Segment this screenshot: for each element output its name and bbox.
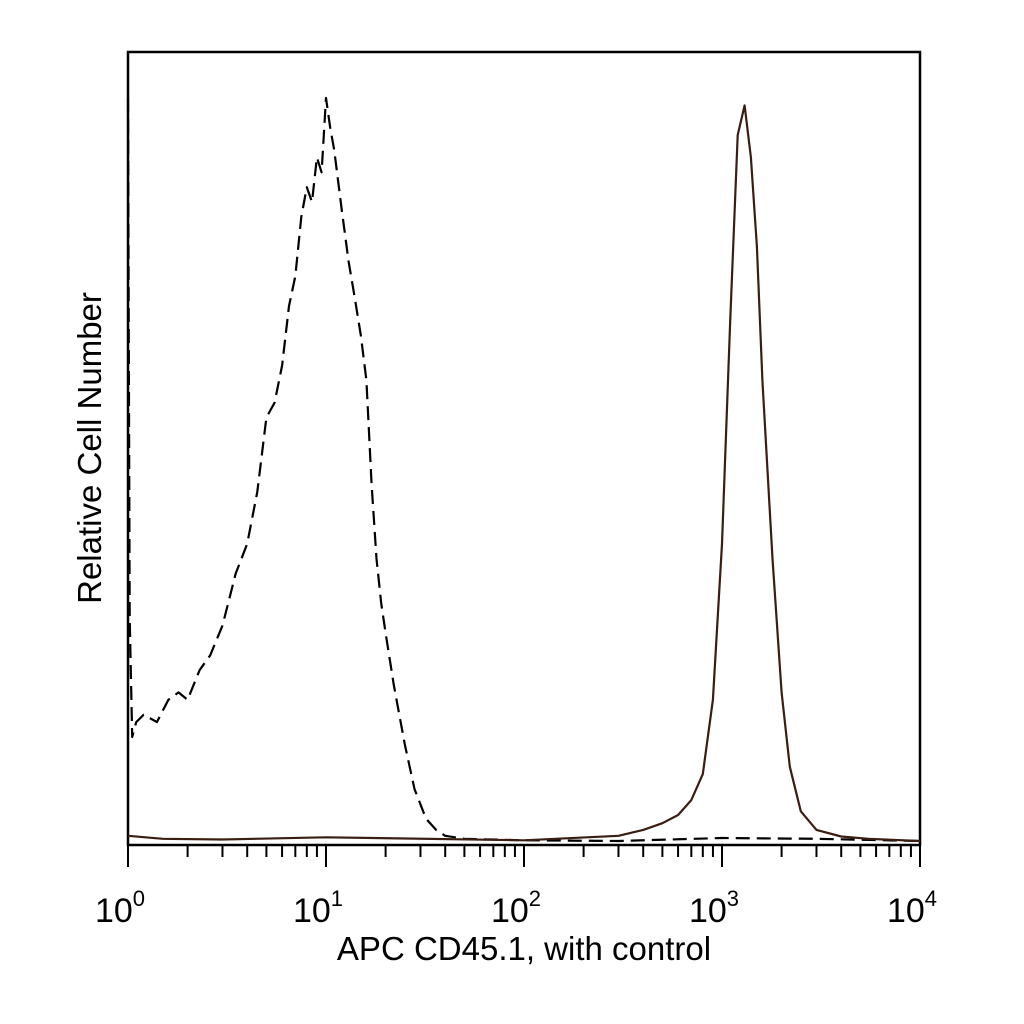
series-layer: [126, 96, 921, 843]
plot-frame: [126, 50, 922, 847]
x-tick-label: 102: [491, 886, 541, 930]
x-tick-label: 104: [887, 886, 937, 930]
control-histogram-line: [126, 96, 921, 843]
y-axis-title: Relative Cell Number: [71, 292, 108, 604]
x-tick-label: 100: [95, 886, 145, 930]
x-axis-ticks: [127, 845, 921, 867]
x-axis-tick-labels: 100 101 102 103 104: [95, 886, 937, 930]
x-axis-title: APC CD45.1, with control: [337, 930, 711, 967]
stained-histogram-line: [127, 104, 921, 843]
x-tick-label: 101: [293, 886, 343, 930]
x-tick-label: 103: [689, 886, 739, 930]
